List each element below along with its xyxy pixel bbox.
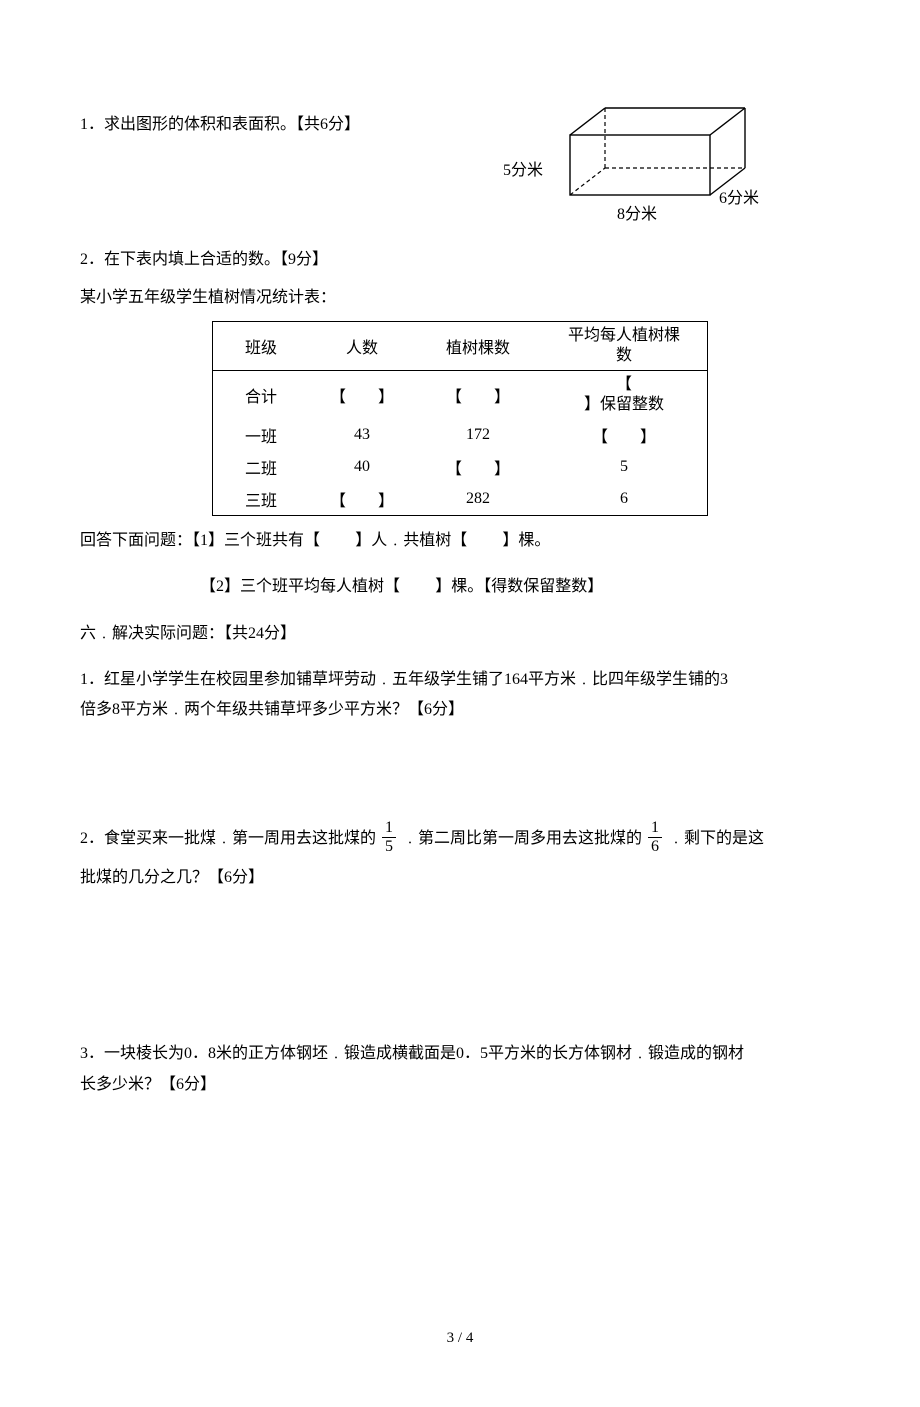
r3-people: 【 】 xyxy=(309,483,415,516)
p2-l2: 批煤的几分之几？【6分】 xyxy=(80,863,840,893)
fraction-1-6: 16 xyxy=(648,820,662,855)
section6-title: 六﹒解决实际问题：【共24分】 xyxy=(80,619,840,649)
r2-class: 二班 xyxy=(213,451,310,483)
p1-l2: 倍多8平方米﹒两个年级共铺草坪多少平方米？【6分】 xyxy=(80,695,840,725)
th-trees: 植树棵数 xyxy=(415,321,541,370)
r2-people: 40 xyxy=(309,451,415,483)
r1-class: 一班 xyxy=(213,419,310,451)
th-avg: 平均每人植树棵数 xyxy=(541,321,708,370)
th-class: 班级 xyxy=(213,321,310,370)
q2-ans1: 回答下面问题：【1】三个班共有【】人﹒共植树【】棵。 xyxy=(80,526,840,556)
r0-avg: 【 】保留整数 xyxy=(541,370,708,419)
r1-people: 43 xyxy=(309,419,415,451)
r2-avg: 5 xyxy=(541,451,708,483)
cuboid-diagram: 5分米 8分米 6分米 xyxy=(545,100,785,230)
r0-people: 【 】 xyxy=(309,370,415,419)
r2-trees: 【 】 xyxy=(415,451,541,483)
page-footer: 3 / 4 xyxy=(80,1330,840,1347)
p3-l1: 3．一块棱长为0．8米的正方体钢坯﹒锻造成横截面是0．5平方米的长方体钢材﹒锻造… xyxy=(80,1039,840,1069)
th-people: 人数 xyxy=(309,321,415,370)
stats-table: 班级 人数 植树棵数 平均每人植树棵数 合计 【 】 【 】 【 】保留整数 一… xyxy=(212,321,708,516)
r0-class: 合计 xyxy=(213,370,310,419)
r3-avg: 6 xyxy=(541,483,708,516)
r0-trees: 【 】 xyxy=(415,370,541,419)
p1-l1: 1．红星小学学生在校园里参加铺草坪劳动﹒五年级学生铺了164平方米﹒比四年级学生… xyxy=(80,665,840,695)
cuboid-height-label: 5分米 xyxy=(503,156,543,180)
r3-trees: 282 xyxy=(415,483,541,516)
fraction-1-5: 15 xyxy=(382,820,396,855)
p3-l2: 长多少米？【6分】 xyxy=(80,1070,840,1100)
r1-avg: 【 】 xyxy=(541,419,708,451)
p2: 2．食堂买来一批煤﹒第一周用去这批煤的 15 ﹒第二周比第一周多用去这批煤的 1… xyxy=(80,822,840,857)
q2-ans2: 【2】三个班平均每人植树【】棵。【得数保留整数】 xyxy=(80,572,840,602)
r1-trees: 172 xyxy=(415,419,541,451)
q2-intro: 2．在下表内填上合适的数。【9分】 xyxy=(80,246,840,273)
q2-subtitle: 某小学五年级学生植树情况统计表： xyxy=(80,284,840,311)
cuboid-length-label: 8分米 xyxy=(617,200,657,224)
cuboid-width-label: 6分米 xyxy=(719,184,759,208)
r3-class: 三班 xyxy=(213,483,310,516)
